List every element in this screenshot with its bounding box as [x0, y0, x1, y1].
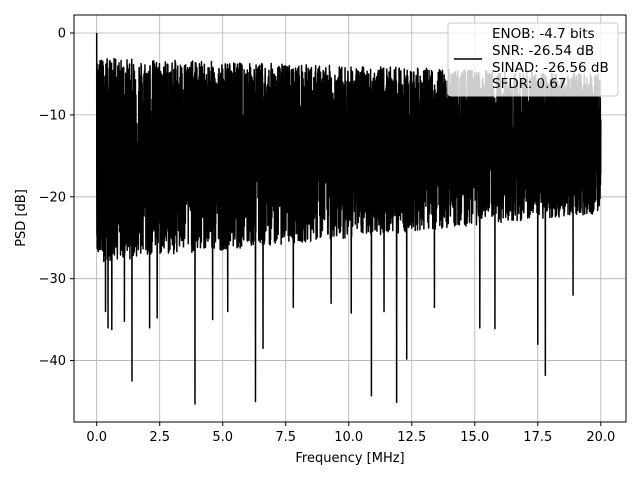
legend-entry-sfdr: SFDR: 0.67: [492, 76, 567, 92]
x-tick-label: 0.0: [86, 430, 107, 445]
x-tick-label: 5.0: [212, 430, 233, 445]
x-tick-label: 12.5: [397, 430, 426, 445]
y-tick-label: 0: [58, 27, 66, 42]
legend-entry-sinad: SINAD: -26.56 dB: [492, 60, 609, 76]
y-axis: 0 −10 −20 −30 −40: [39, 27, 74, 369]
plot-frame: [73, 14, 627, 423]
legend-box: [447, 22, 619, 97]
x-axis: 0.0 2.5 5.0 7.5 10.0 12.5 15.0 17.5 20.0: [86, 422, 615, 445]
legend-entry-snr: SNR: -26.54 dB: [492, 43, 594, 59]
y-tick-label: −20: [39, 190, 66, 205]
x-tick-label: 15.0: [460, 430, 489, 445]
x-axis-label: Frequency [MHz]: [295, 451, 404, 466]
x-tick-label: 17.5: [523, 430, 552, 445]
x-tick-label: 7.5: [275, 430, 296, 445]
y-tick-label: −10: [39, 108, 66, 123]
y-axis-label: PSD [dB]: [14, 189, 29, 247]
legend-entry-enob: ENOB: -4.7 bits: [492, 26, 595, 42]
x-tick-label: 20.0: [586, 430, 615, 445]
x-tick-label: 2.5: [149, 430, 170, 445]
y-tick-label: −40: [39, 354, 66, 369]
x-tick-label: 10.0: [334, 430, 363, 445]
legend: ENOB: -4.7 bits SNR: -26.54 dB SINAD: -2…: [447, 22, 619, 97]
y-tick-label: −30: [39, 272, 66, 287]
series-line-psd: [95, 33, 602, 405]
plot-area: [95, 33, 602, 405]
